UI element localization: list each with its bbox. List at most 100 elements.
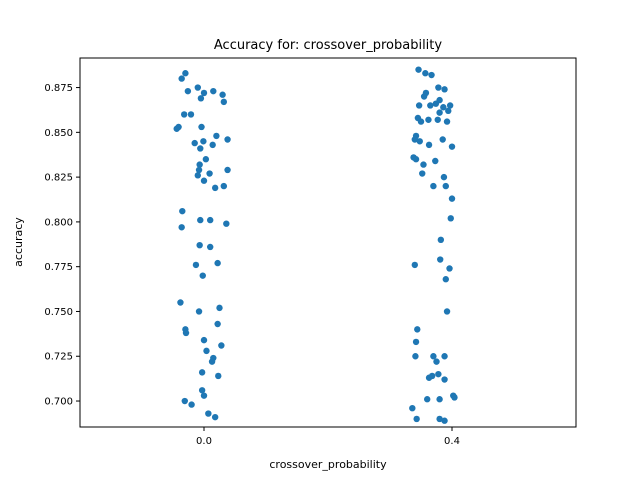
data-point [422, 70, 429, 77]
data-point [443, 118, 451, 125]
data-point [412, 353, 419, 360]
data-point [434, 116, 441, 123]
data-point [442, 276, 449, 283]
data-point [437, 236, 445, 244]
data-point [182, 70, 189, 77]
y-tick-label: 0.800 [44, 217, 73, 228]
data-point [194, 84, 201, 91]
data-point [428, 71, 435, 79]
data-point [197, 216, 204, 224]
data-point [437, 256, 444, 263]
data-point [443, 308, 451, 315]
data-point [199, 272, 206, 279]
data-point [191, 139, 198, 147]
data-point [417, 118, 425, 125]
data-point [195, 166, 203, 174]
data-point [432, 157, 439, 165]
y-tick-label: 0.775 [44, 262, 73, 273]
data-point [200, 177, 208, 184]
data-point [413, 415, 420, 423]
data-point [218, 342, 225, 349]
data-point [219, 91, 226, 98]
x-tick-label: 0.0 [196, 436, 212, 447]
data-point [409, 404, 416, 412]
data-point [195, 308, 203, 315]
data-point [414, 326, 421, 333]
data-point [223, 220, 230, 227]
data-point [436, 109, 443, 116]
data-point [220, 182, 228, 190]
y-tick-label: 0.875 [44, 83, 73, 94]
data-point [210, 87, 217, 95]
data-point [448, 143, 456, 150]
data-point [419, 170, 426, 177]
plot-frame [79, 57, 577, 428]
data-point [415, 102, 423, 109]
data-point [433, 358, 440, 365]
data-point [445, 107, 452, 115]
data-point [447, 215, 454, 222]
x-tick-label: 0.4 [444, 436, 460, 447]
data-point [213, 132, 220, 140]
data-point [215, 372, 222, 380]
data-point [208, 358, 216, 365]
data-point [441, 86, 448, 93]
data-point [430, 353, 437, 360]
y-axis-label: accuracy [12, 217, 25, 267]
data-point [442, 182, 449, 190]
data-point [173, 125, 180, 132]
data-point [435, 84, 442, 91]
data-point [411, 136, 418, 143]
y-tick-label: 0.825 [44, 173, 73, 184]
y-axis-ticks: 0.700 0.725 0.750 0.775 0.800 0.825 0.850 0.875 [44, 83, 80, 408]
data-point [224, 166, 231, 174]
data-point [420, 93, 428, 100]
y-tick-label: 0.750 [44, 307, 73, 318]
data-point [198, 387, 206, 394]
data-point [207, 243, 214, 251]
data-point [440, 104, 447, 111]
data-point [196, 161, 203, 168]
chart-title: Accuracy for: crossover_probability [214, 38, 443, 53]
data-point [430, 182, 437, 190]
data-point [216, 304, 223, 312]
data-point [179, 207, 186, 215]
data-point [211, 184, 219, 192]
data-point [197, 145, 204, 152]
data-point [416, 138, 423, 145]
data-point [187, 111, 195, 118]
data-point [441, 417, 448, 424]
data-point [197, 95, 205, 102]
data-point [198, 369, 206, 376]
data-point [415, 66, 422, 73]
data-point [200, 392, 208, 399]
data-point [178, 75, 185, 82]
data-point [198, 123, 205, 131]
data-point [214, 259, 221, 267]
data-point [420, 161, 427, 168]
data-point [451, 394, 458, 401]
data-point [446, 102, 454, 109]
data-point [194, 172, 201, 179]
data-point [441, 376, 448, 383]
data-point [202, 156, 210, 163]
data-point [206, 170, 213, 177]
data-point [427, 102, 434, 109]
data-point [411, 261, 418, 269]
data-point [205, 410, 212, 417]
data-point [436, 396, 443, 403]
data-point [224, 136, 231, 143]
data-point [436, 96, 443, 104]
data-point [177, 299, 184, 306]
data-point [428, 372, 436, 380]
data-point [448, 195, 456, 202]
data-point [200, 89, 208, 97]
data-points [173, 66, 458, 424]
data-point [425, 141, 433, 149]
data-point [178, 224, 185, 231]
data-point [182, 329, 190, 337]
data-point [220, 98, 228, 106]
y-tick-label: 0.725 [44, 352, 73, 363]
